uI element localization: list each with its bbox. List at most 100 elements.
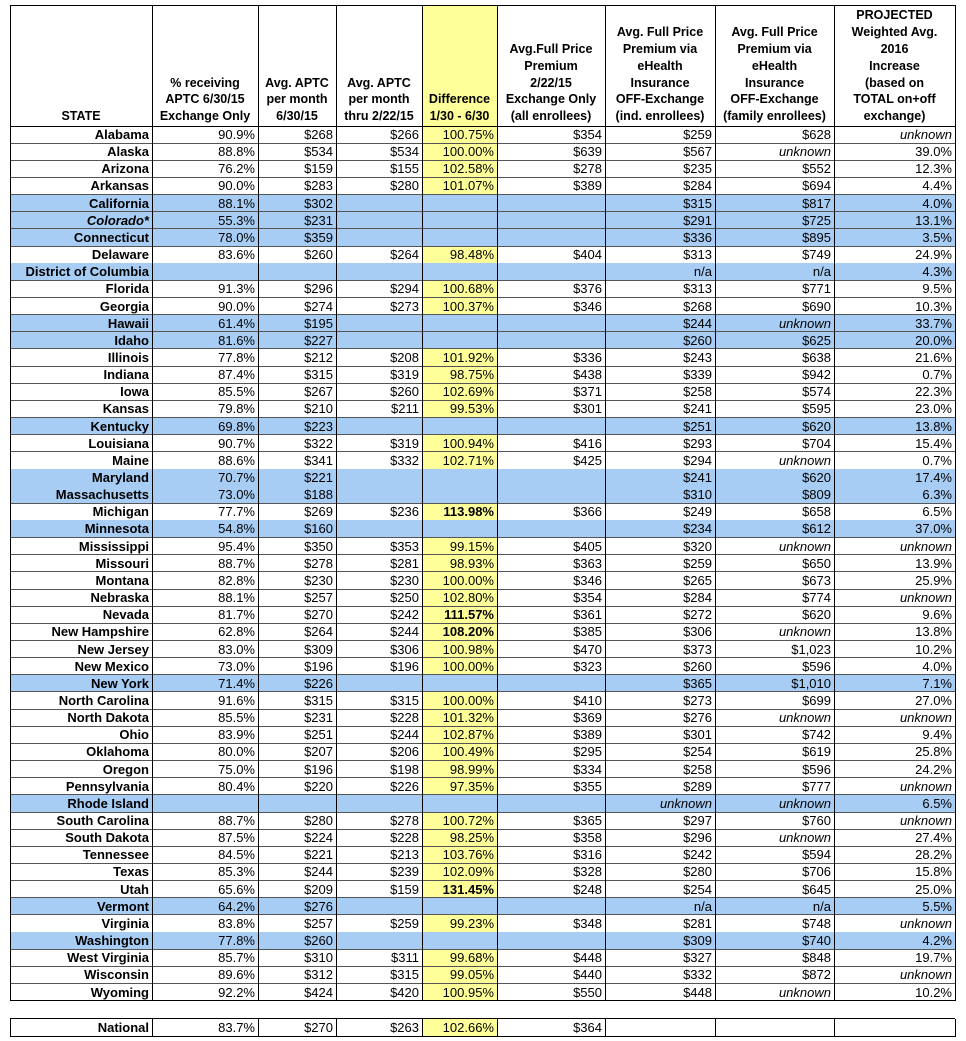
cell: $895 — [802, 229, 831, 245]
cell: unknown — [899, 967, 952, 983]
cell: $364 — [573, 1019, 602, 1035]
cell: $742 — [802, 727, 831, 743]
row-line — [10, 828, 955, 830]
state-name: Washington — [75, 933, 149, 949]
state-name: Alaska — [107, 144, 149, 160]
cell: $420 — [390, 984, 419, 1000]
header-text: Avg. APTC — [347, 75, 411, 90]
cell: $552 — [802, 161, 831, 177]
cell: $448 — [683, 984, 712, 1000]
cell: $567 — [683, 144, 712, 160]
cell: $260 — [304, 933, 333, 949]
state-name: Virginia — [101, 915, 149, 931]
cell: 98.93% — [449, 555, 494, 571]
cell: $404 — [573, 247, 602, 263]
cell: unknown — [778, 830, 831, 846]
row-line — [10, 159, 955, 161]
cell: 6.3% — [922, 487, 952, 503]
header-text: Difference — [428, 92, 491, 107]
cell: $425 — [573, 452, 602, 468]
cell: 83.9% — [218, 727, 255, 743]
cell: $619 — [802, 744, 831, 760]
cell: $263 — [390, 1019, 419, 1035]
cell: $221 — [304, 470, 333, 485]
column-line — [9, 1018, 11, 1037]
header-text: per month — [348, 92, 410, 107]
cell: $309 — [683, 933, 712, 949]
row-shade — [10, 314, 955, 332]
cell: $323 — [573, 658, 602, 674]
cell: $385 — [573, 624, 602, 640]
cell: $699 — [802, 692, 831, 708]
cell: 102.87% — [442, 727, 494, 743]
cell: 100.68% — [442, 281, 494, 297]
cell: $310 — [304, 950, 333, 966]
cell: $740 — [802, 933, 831, 949]
cell: $291 — [683, 212, 712, 228]
cell: $274 — [304, 298, 333, 314]
cell: $196 — [304, 761, 333, 777]
cell: $310 — [683, 487, 712, 503]
cell: $289 — [683, 778, 712, 794]
cell: $595 — [802, 401, 831, 417]
cell: $1,010 — [791, 675, 831, 691]
header-text: Exchange Only — [505, 92, 597, 107]
cell: 98.75% — [449, 367, 494, 383]
cell: $301 — [683, 727, 712, 743]
header-text: TOTAL on+off — [853, 92, 936, 107]
row-shade — [10, 932, 955, 950]
header-text: eHealth — [637, 58, 683, 73]
cell: $230 — [390, 572, 419, 588]
cell: $254 — [683, 744, 712, 760]
cell: $269 — [304, 504, 333, 520]
cell: 24.9% — [915, 247, 952, 263]
cell: unknown — [659, 795, 712, 811]
state-name: Hawaii — [107, 315, 149, 331]
header-text: % receiving — [170, 75, 240, 90]
cell: $774 — [802, 590, 831, 606]
cell: $244 — [683, 315, 712, 331]
cell: $251 — [683, 418, 712, 434]
state-name: New Jersey — [77, 641, 149, 657]
cell: 100.00% — [442, 692, 494, 708]
cell: unknown — [899, 813, 952, 828]
state-name: Ohio — [119, 727, 149, 743]
row-shade — [10, 674, 955, 692]
cell: $319 — [390, 435, 419, 451]
cell: 39.0% — [915, 144, 952, 160]
state-name: Mississippi — [78, 538, 149, 554]
row-line — [10, 176, 955, 178]
cell: 27.0% — [915, 692, 952, 708]
state-name: Nevada — [102, 607, 149, 623]
cell: 80.0% — [218, 744, 255, 760]
cell: 25.8% — [915, 744, 952, 760]
cell: 76.2% — [218, 161, 255, 177]
cell: n/a — [812, 898, 831, 914]
column-line — [335, 5, 337, 1001]
cell: 77.8% — [218, 349, 255, 365]
state-name: Maine — [112, 452, 149, 468]
header-text: OFF-Exchange — [730, 92, 819, 107]
row-line — [10, 691, 955, 693]
cell: $942 — [802, 367, 831, 383]
cell: $251 — [304, 727, 333, 743]
cell: 9.4% — [922, 727, 952, 743]
header-line — [10, 125, 955, 127]
cell: $405 — [573, 538, 602, 554]
cell: $280 — [683, 864, 712, 880]
cell: $534 — [390, 144, 419, 160]
cell: $470 — [573, 641, 602, 657]
cell: 99.15% — [449, 538, 494, 554]
row-line — [10, 605, 955, 607]
cell: $658 — [802, 504, 831, 520]
cell: $244 — [390, 727, 419, 743]
cell: $438 — [573, 367, 602, 383]
cell: $320 — [683, 538, 712, 554]
cell: $213 — [390, 847, 419, 863]
cell: $227 — [304, 332, 333, 348]
header-text: Insurance — [630, 75, 690, 90]
state-name: Kentucky — [90, 418, 149, 434]
cell: $777 — [802, 778, 831, 794]
cell: $260 — [390, 384, 419, 400]
cell: $281 — [683, 915, 712, 931]
